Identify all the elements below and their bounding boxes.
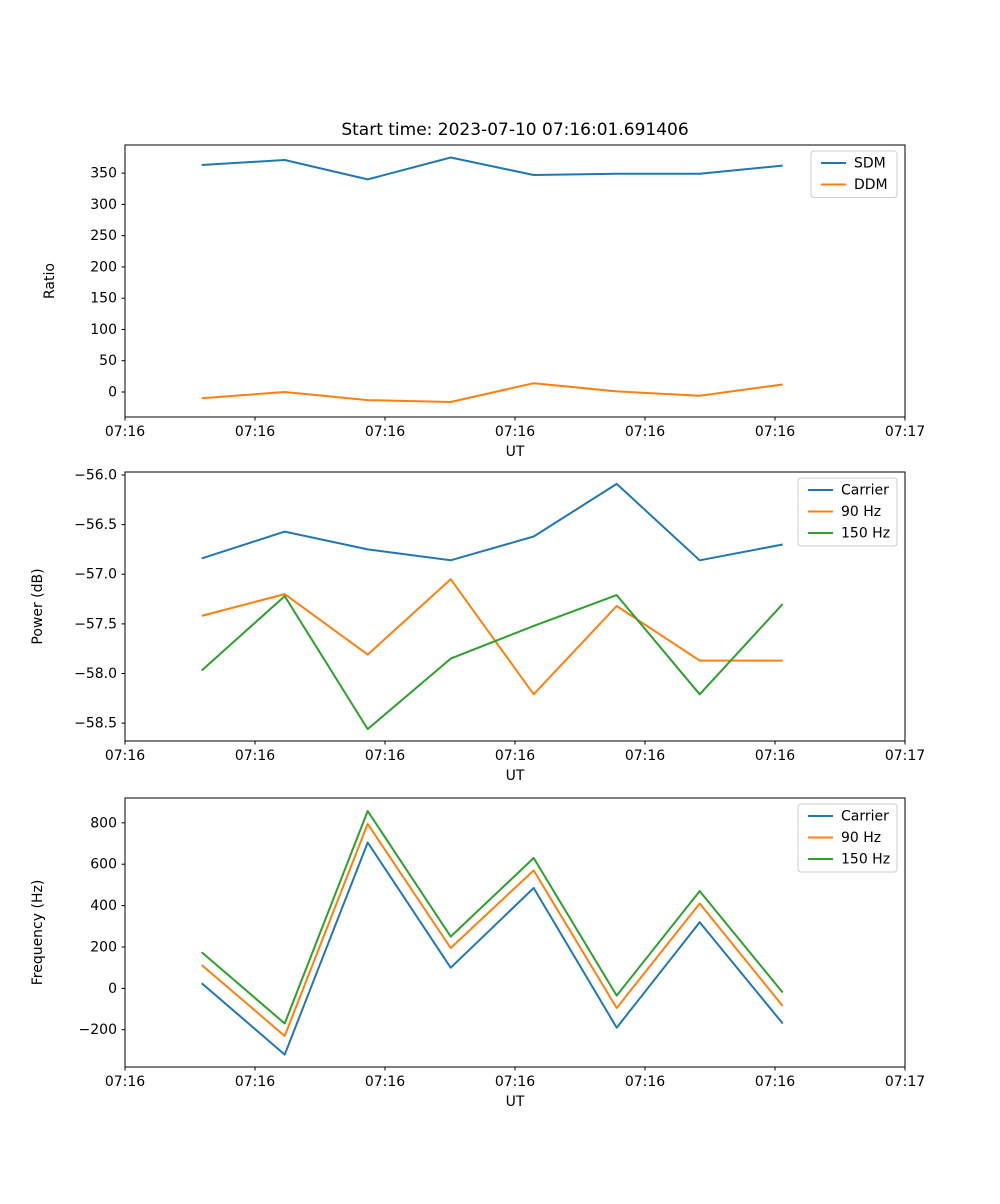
x-tick-label: 07:16 bbox=[625, 1074, 665, 1090]
legend-label-150-hz: 150 Hz bbox=[841, 851, 890, 867]
x-axis-label: UT bbox=[506, 444, 525, 460]
y-tick-label: 300 bbox=[90, 197, 117, 213]
legend-box bbox=[797, 803, 898, 873]
axes-frame bbox=[124, 144, 906, 418]
y-tick-label: 800 bbox=[90, 815, 117, 831]
y-tick-label: 250 bbox=[90, 228, 117, 244]
y-tick-label: −58.0 bbox=[74, 666, 117, 682]
legend-label-90-hz: 90 Hz bbox=[841, 830, 881, 846]
y-tick-label: 600 bbox=[90, 857, 117, 873]
y-tick-label: 200 bbox=[90, 939, 117, 955]
y-tick-label: −56.5 bbox=[74, 517, 117, 533]
x-tick-label: 07:17 bbox=[885, 424, 925, 440]
legend: SDM DDM bbox=[810, 150, 898, 198]
legend-label-150-hz: 150 Hz bbox=[841, 525, 890, 541]
y-tick-label: 0 bbox=[108, 981, 117, 997]
x-axis-label: UT bbox=[506, 768, 525, 784]
y-tick-label: −56.0 bbox=[74, 467, 117, 483]
series-line-ddm bbox=[201, 382, 783, 403]
y-axis-label: Power (dB) bbox=[30, 568, 46, 644]
x-tick-label: 07:16 bbox=[495, 424, 535, 440]
y-tick-label: 100 bbox=[90, 322, 117, 338]
legend-label-ddm: DDM bbox=[854, 177, 888, 193]
series-line-sdm bbox=[201, 156, 783, 181]
series-line-carrier bbox=[201, 841, 784, 1056]
legend: Carrier 90 Hz 150 Hz bbox=[797, 477, 898, 547]
subplot-frequency-hz: −200 0 200 400 600 800 07:16 07:16 07:16 07:16 07:… bbox=[30, 797, 925, 1110]
x-tick-label: 07:16 bbox=[105, 748, 145, 764]
y-tick-label: 150 bbox=[90, 291, 117, 307]
chart-title: Start time: 2023-07-10 07:16:01.691406 bbox=[341, 120, 688, 140]
series-line-90-hz bbox=[201, 578, 783, 696]
x-tick-label: 07:16 bbox=[755, 424, 795, 440]
y-tick-label: −57.5 bbox=[74, 616, 117, 632]
y-tick-label: 400 bbox=[90, 898, 117, 914]
axes-frame bbox=[124, 797, 906, 1068]
y-tick-label: −58.5 bbox=[74, 716, 117, 732]
series-line-150-hz bbox=[201, 594, 784, 731]
x-tick-label: 07:16 bbox=[625, 424, 665, 440]
legend-label-sdm: SDM bbox=[854, 155, 886, 171]
series-line-90-hz bbox=[201, 822, 784, 1037]
x-tick-label: 07:16 bbox=[365, 424, 405, 440]
x-tick-label: 07:16 bbox=[235, 748, 275, 764]
y-tick-label: 0 bbox=[108, 384, 117, 400]
subplot-ratio: Start time: 2023-07-10 07:16:01.691406 0 5… bbox=[42, 120, 925, 460]
x-tick-label: 07:16 bbox=[105, 1074, 145, 1090]
x-tick-label: 07:16 bbox=[365, 748, 405, 764]
x-tick-label: 07:16 bbox=[105, 424, 145, 440]
y-tick-label: 350 bbox=[90, 166, 117, 182]
y-axis-label: Ratio bbox=[42, 263, 58, 299]
legend-label-90-hz: 90 Hz bbox=[841, 504, 881, 520]
y-axis-label: Frequency (Hz) bbox=[30, 880, 46, 986]
legend-box bbox=[797, 477, 898, 547]
x-tick-label: 07:17 bbox=[885, 748, 925, 764]
x-tick-label: 07:16 bbox=[495, 748, 535, 764]
legend-label-carrier: Carrier bbox=[841, 808, 889, 824]
x-axis-label: UT bbox=[506, 1094, 525, 1110]
x-tick-label: 07:16 bbox=[235, 1074, 275, 1090]
x-tick-label: 07:16 bbox=[235, 424, 275, 440]
y-tick-label: −200 bbox=[79, 1022, 117, 1038]
x-tick-label: 07:16 bbox=[495, 1074, 535, 1090]
y-tick-label: 50 bbox=[99, 353, 117, 369]
legend-label-carrier: Carrier bbox=[841, 482, 889, 498]
axes-frame bbox=[124, 471, 906, 742]
series-line-carrier bbox=[201, 482, 783, 562]
x-tick-label: 07:16 bbox=[625, 748, 665, 764]
legend: Carrier 90 Hz 150 Hz bbox=[797, 803, 898, 873]
x-tick-label: 07:16 bbox=[755, 748, 795, 764]
subplot-power-db: −58.5 −58.0 −57.5 −57.0 −56.5 −56.0 07:16 07:16… bbox=[30, 467, 925, 784]
series-line-150-hz bbox=[201, 810, 784, 1025]
x-tick-label: 07:16 bbox=[755, 1074, 795, 1090]
x-tick-label: 07:17 bbox=[885, 1074, 925, 1090]
x-tick-label: 07:16 bbox=[365, 1074, 405, 1090]
y-tick-label: 200 bbox=[90, 259, 117, 275]
y-tick-label: −57.0 bbox=[74, 567, 117, 583]
